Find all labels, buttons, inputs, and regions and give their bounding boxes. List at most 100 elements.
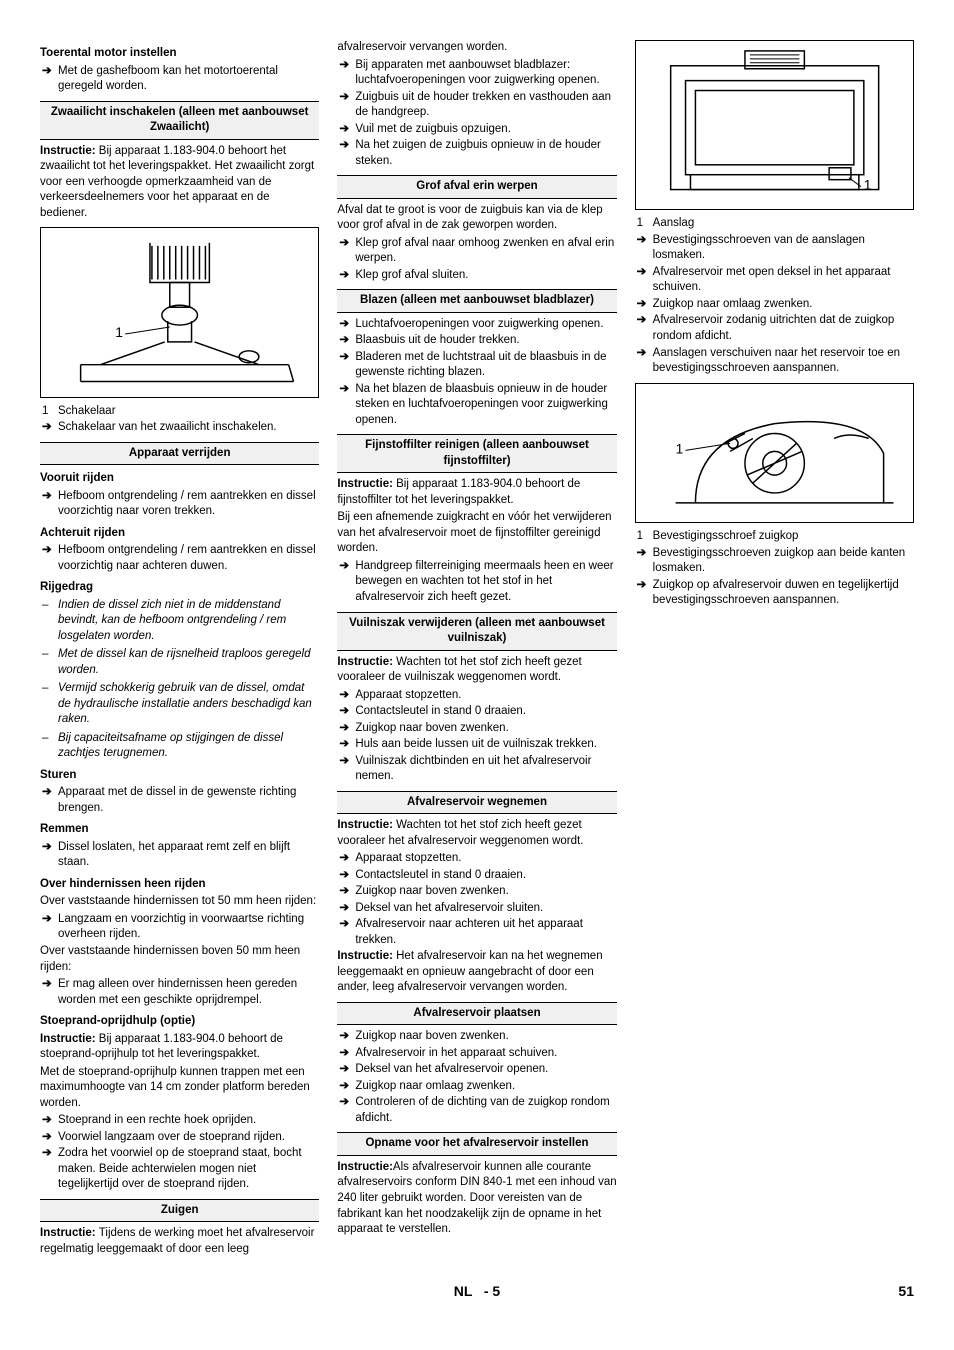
list-item: Controleren of de dichting van de zuigko… — [337, 1095, 616, 1126]
list-item: Apparaat met de dissel in de gewenste ri… — [40, 785, 319, 816]
list-item: Zodra het voorwiel op de stoeprand staat… — [40, 1146, 319, 1193]
legend: 1Aanslag — [635, 216, 914, 232]
list-item: Langzaam en voorzichtig in voorwaartse r… — [40, 912, 319, 943]
heading-box: Afvalreservoir wegnemen — [337, 791, 616, 815]
list-item: Vermijd schokkerig gebruik van de dissel… — [40, 681, 319, 728]
list-item: Afvalreservoir naar achteren uit het app… — [337, 917, 616, 948]
heading-box: Blazen (alleen met aanbouwset bladblazer… — [337, 289, 616, 313]
list-item: Vuilniszak dichtbinden en uit het afvalr… — [337, 754, 616, 785]
para: Afval dat te groot is voor de zuigbuis k… — [337, 203, 616, 234]
page-columns: Toerental motor instellen Met de gashefb… — [40, 40, 914, 1270]
list-item: Zuigkop naar boven zwenken. — [337, 884, 616, 900]
heading: Sturen — [40, 768, 319, 784]
svg-text:1: 1 — [115, 324, 123, 340]
figure-aanslag: 1 — [635, 40, 914, 210]
list-item: Deksel van het afvalreservoir openen. — [337, 1062, 616, 1078]
heading-box: Fijnstoffilter reinigen (alleen aanbouws… — [337, 434, 616, 473]
list-item: Apparaat stopzetten. — [337, 688, 616, 704]
heading: Toerental motor instellen — [40, 46, 319, 62]
list-item: Contactsleutel in stand 0 draaien. — [337, 868, 616, 884]
legend-item: 1Aanslag — [635, 216, 914, 232]
instruction: Wachten tot het stof zich heeft gezet vo… — [337, 655, 616, 686]
legend-text: Bevestigingsschroef zuigkop — [653, 530, 799, 542]
list-item: Zuigkop naar omlaag zwenken. — [635, 297, 914, 313]
para: Over vaststaande hindernissen tot 50 mm … — [40, 894, 319, 910]
heading: Achteruit rijden — [40, 526, 319, 542]
heading: Vooruit rijden — [40, 471, 319, 487]
footer-center: NL - 5 — [454, 1282, 500, 1301]
footer-lang: NL — [454, 1283, 472, 1299]
heading-box: Grof afval erin werpen — [337, 175, 616, 199]
list-item: Handgreep filterreiniging meermaals heen… — [337, 559, 616, 606]
legend-item: 1Bevestigingsschroef zuigkop — [635, 529, 914, 545]
svg-text:1: 1 — [863, 177, 871, 193]
list-item: Er mag alleen over hindernissen heen ger… — [40, 977, 319, 1008]
heading: Stoeprand-oprijdhulp (optie) — [40, 1014, 319, 1030]
figure-zuigkop: 1 — [635, 383, 914, 524]
list-item: Afvalreservoir met open deksel in het ap… — [635, 265, 914, 296]
legend-text: Aanslag — [653, 217, 695, 229]
para: Bij een afnemende zuigkracht en vóór het… — [337, 510, 616, 557]
list-item: Indien de dissel zich niet in de middens… — [40, 598, 319, 645]
dash-list: Indien de dissel zich niet in de middens… — [40, 598, 319, 762]
list-item: Met de dissel kan de rijsnelheid traploo… — [40, 647, 319, 678]
heading: Remmen — [40, 822, 319, 838]
list-item: Huls aan beide lussen uit de vuilniszak … — [337, 737, 616, 753]
heading: Rijgedrag — [40, 580, 319, 596]
heading: Over hindernissen heen rijden — [40, 877, 319, 893]
heading-box: Opname voor het afvalreservoir instellen — [337, 1132, 616, 1156]
para: Over vaststaande hindernissen boven 50 m… — [40, 944, 319, 975]
list-item: Schakelaar van het zwaailicht inschakele… — [40, 420, 319, 436]
list-item: Bladeren met de luchtstraal uit de blaas… — [337, 350, 616, 381]
instruction: Bij apparaat 1.183-904.0 behoort het zwa… — [40, 144, 319, 222]
list-item: Afvalreservoir in het apparaat schuiven. — [337, 1046, 616, 1062]
list-item: Met de gashefboom kan het motortoerental… — [40, 64, 319, 95]
heading-box: Apparaat verrijden — [40, 442, 319, 466]
figure-schakelaar: 1 — [40, 227, 319, 397]
list-item: Stoeprand in een rechte hoek oprijden. — [40, 1113, 319, 1129]
para: Met de stoeprand-oprijhulp kunnen trappe… — [40, 1065, 319, 1112]
svg-text:1: 1 — [675, 440, 683, 456]
list-item: Na het zuigen de zuigbuis opnieuw in de … — [337, 138, 616, 169]
legend: 1Bevestigingsschroef zuigkop — [635, 529, 914, 545]
list-item: Zuigkop naar boven zwenken. — [337, 1029, 616, 1045]
list-item: Bevestigingsschroeven van de aanslagen l… — [635, 233, 914, 264]
legend: 1Schakelaar — [40, 404, 319, 420]
footer-sep: - — [484, 1283, 489, 1299]
list-item: Klep grof afval sluiten. — [337, 268, 616, 284]
heading-box: Vuilniszak verwijderen (alleen met aanbo… — [337, 612, 616, 651]
list-item: Bij capaciteitsafname op stijgingen de d… — [40, 731, 319, 762]
list-item: Hefboom ontgrendeling / rem aantrekken e… — [40, 489, 319, 520]
sec-toerental: Toerental motor instellen Met de gashefb… — [40, 46, 319, 95]
footer-page-abs: 51 — [898, 1282, 914, 1301]
list-item: Zuigbuis uit de houder trekken en vastho… — [337, 90, 616, 121]
list-item: Klep grof afval naar omhoog zwenken en a… — [337, 236, 616, 267]
list-item: Dissel loslaten, het apparaat remt zelf … — [40, 840, 319, 871]
footer-page-local: 5 — [492, 1283, 500, 1299]
instruction: Als afvalreservoir kunnen alle courante … — [337, 1160, 616, 1238]
list-item: Bevestigingsschroeven zuigkop aan beide … — [635, 546, 914, 577]
list-item: Luchtafvoeropeningen voor zuigwerking op… — [337, 317, 616, 333]
list-item: Vuil met de zuigbuis opzuigen. — [337, 122, 616, 138]
list-item: Zuigkop naar boven zwenken. — [337, 721, 616, 737]
page-footer: NL - 5 51 — [40, 1282, 914, 1301]
list-item: Aanslagen verschuiven naar het reservoir… — [635, 346, 914, 377]
instruction: Bij apparaat 1.183-904.0 behoort de stoe… — [40, 1032, 319, 1063]
list-item: Blaasbuis uit de houder trekken. — [337, 333, 616, 349]
list-item: Zuigkop naar omlaag zwenken. — [337, 1079, 616, 1095]
list-item: Na het blazen de blaasbuis opnieuw in de… — [337, 382, 616, 429]
list-item: Afvalreservoir zodanig uitrichten dat de… — [635, 313, 914, 344]
list-item: Voorwiel langzaam over de stoeprand rijd… — [40, 1130, 319, 1146]
list: Met de gashefboom kan het motortoerental… — [40, 64, 319, 95]
heading-box: Afvalreservoir plaatsen — [337, 1002, 616, 1026]
list-item: Zuigkop op afvalreservoir duwen en tegel… — [635, 578, 914, 609]
heading-box: Zwaailicht inschakelen (alleen met aanbo… — [40, 101, 319, 140]
legend-text: Schakelaar — [58, 405, 116, 417]
list-item: Hefboom ontgrendeling / rem aantrekken e… — [40, 543, 319, 574]
list-item: Deksel van het afvalreservoir sluiten. — [337, 901, 616, 917]
legend-item: 1Schakelaar — [40, 404, 319, 420]
instruction: Bij apparaat 1.183-904.0 behoort de fijn… — [337, 477, 616, 508]
heading-box: Zuigen — [40, 1199, 319, 1223]
list-item: Apparaat stopzetten. — [337, 851, 616, 867]
list-item: Bij apparaten met aanbouwset bladblazer:… — [337, 58, 616, 89]
